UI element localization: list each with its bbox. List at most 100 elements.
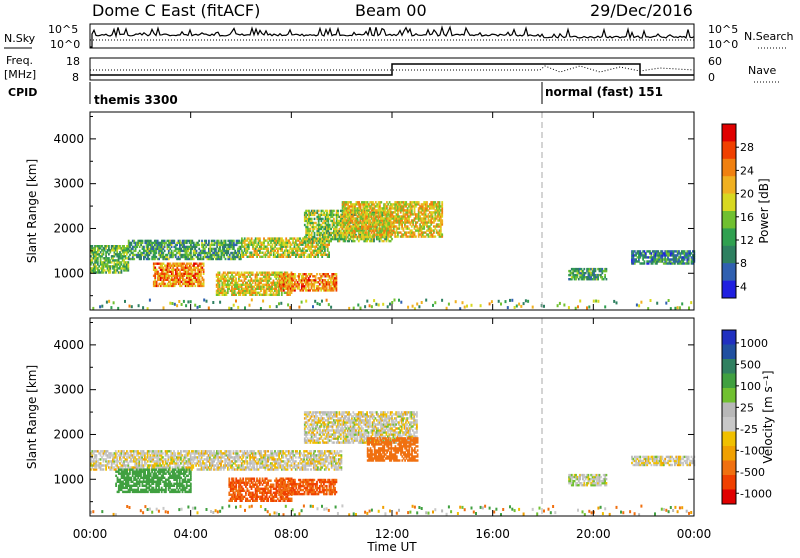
- power-data-cell: [241, 280, 243, 282]
- colorbar-tick-label: 8: [740, 257, 747, 270]
- nsky-panel: N.Sky 10^5 10^0 10^5 10^0 N.Search: [4, 23, 794, 51]
- power-speckle-cell: [301, 301, 303, 304]
- power-speckle-cell: [418, 305, 420, 308]
- power-data-cell: [196, 250, 198, 252]
- power-data-cell: [298, 275, 300, 277]
- freq-tick-bottom: 8: [72, 71, 79, 84]
- power-speckle-cell: [203, 299, 205, 302]
- power-data-cell: [314, 236, 316, 238]
- power-speckle-cell: [298, 306, 300, 309]
- power-data-cell: [379, 203, 381, 205]
- power-speckle-cell: [511, 299, 513, 302]
- power-speckle-cell: [674, 307, 676, 310]
- power-data-cell: [319, 236, 321, 238]
- power-data-cell: [440, 227, 442, 229]
- power-data-cell: [143, 246, 145, 248]
- power-data-cell: [303, 254, 305, 256]
- power-speckle-cell: [448, 303, 450, 306]
- power-speckle-cell: [276, 305, 278, 308]
- power-data-cell: [219, 282, 221, 284]
- power-data-cell: [156, 281, 158, 283]
- power-data-cell: [684, 258, 686, 260]
- power-speckle-cell: [394, 299, 396, 302]
- power-data-cell: [396, 225, 398, 227]
- power-speckle-cell: [518, 303, 520, 306]
- colorbar-tick-label: 12: [740, 234, 754, 247]
- power-speckle-cell: [233, 304, 235, 307]
- power-speckle-cell: [532, 306, 534, 309]
- power-data-cell: [154, 267, 156, 269]
- nsearch-label: N.Search: [744, 30, 794, 43]
- power-speckle-cell: [197, 306, 199, 309]
- vel-data-cell: [103, 468, 105, 470]
- colorbar-swatch: [722, 124, 736, 142]
- power-speckle-cell: [509, 299, 511, 302]
- vel-data-cell: [100, 462, 102, 464]
- nsky-tick-bottom: 10^0: [50, 38, 80, 51]
- power-data-cell: [109, 271, 111, 273]
- power-data-cell: [595, 268, 597, 270]
- cpid-label: CPID: [8, 86, 37, 99]
- power-data-cell: [367, 201, 369, 203]
- power-speckle-cell: [305, 300, 307, 303]
- power-speckle-cell: [462, 301, 464, 304]
- power-data-cell: [418, 201, 420, 203]
- power-data-cell: [294, 275, 296, 277]
- power-speckle-cell: [679, 306, 681, 309]
- power-speckle-cell: [464, 306, 466, 309]
- power-data-cell: [91, 245, 93, 247]
- power-speckle-cell: [586, 306, 588, 309]
- power-data-cell: [439, 201, 441, 203]
- velocity-data-layer: [90, 411, 695, 516]
- power-data-cell: [103, 271, 105, 273]
- power-data-cell: [155, 252, 157, 254]
- power-data-cell: [336, 275, 338, 277]
- power-speckle-cell: [523, 302, 525, 305]
- power-data-cell: [198, 244, 200, 246]
- power-speckle-cell: [149, 299, 151, 302]
- power-data-cell: [190, 252, 192, 254]
- power-speckle-cell: [650, 299, 652, 302]
- power-data-cell: [441, 203, 443, 205]
- power-speckle-cell: [557, 304, 559, 307]
- nsky-trace: [90, 27, 694, 47]
- nsearch-tick-bottom: 10^0: [708, 38, 738, 51]
- power-data-cell: [283, 239, 285, 241]
- power-data-cell: [441, 219, 443, 221]
- power-ylabel: Slant Range [km]: [25, 159, 39, 263]
- power-data-cell: [322, 275, 324, 277]
- beam-label: Beam 00: [355, 1, 427, 20]
- nave-tick-top: 60: [708, 55, 722, 68]
- power-speckle-cell: [690, 301, 692, 304]
- power-data-cell: [441, 233, 443, 235]
- vel-data-cell: [121, 452, 123, 454]
- colorbar-tick-label: 16: [740, 211, 754, 224]
- power-data-cell: [318, 210, 320, 212]
- power-data-cell: [139, 250, 141, 252]
- power-speckle-cell: [174, 303, 176, 306]
- power-data-cell: [329, 224, 331, 226]
- power-colorbar-label: Power [dB]: [757, 178, 771, 243]
- y-tick-label: 3000: [53, 177, 84, 191]
- power-speckle-cell: [142, 306, 144, 309]
- vel-data-cell: [137, 450, 139, 452]
- power-speckle-cell: [434, 301, 436, 304]
- power-speckle-cell: [219, 301, 221, 304]
- plot-title: Dome C East (fitACF): [92, 1, 260, 20]
- freq-panel: Freq. [MHz] 18 8 60 0 Nave: [4, 54, 780, 84]
- power-data-cell: [407, 225, 409, 227]
- power-data-cell: [219, 272, 221, 274]
- power-speckle-cell: [190, 300, 192, 303]
- power-speckle-cell: [369, 304, 371, 307]
- power-data-cell: [108, 245, 110, 247]
- power-speckle-cell: [319, 303, 321, 306]
- power-data-cell: [346, 227, 348, 229]
- power-data-cell: [252, 272, 254, 274]
- power-speckle-cell: [108, 300, 110, 303]
- power-speckle-cell: [129, 305, 131, 308]
- power-speckle-cell: [668, 299, 670, 302]
- power-data-cell: [162, 252, 164, 254]
- power-data-cell: [164, 250, 166, 252]
- power-speckle-cell: [471, 304, 473, 307]
